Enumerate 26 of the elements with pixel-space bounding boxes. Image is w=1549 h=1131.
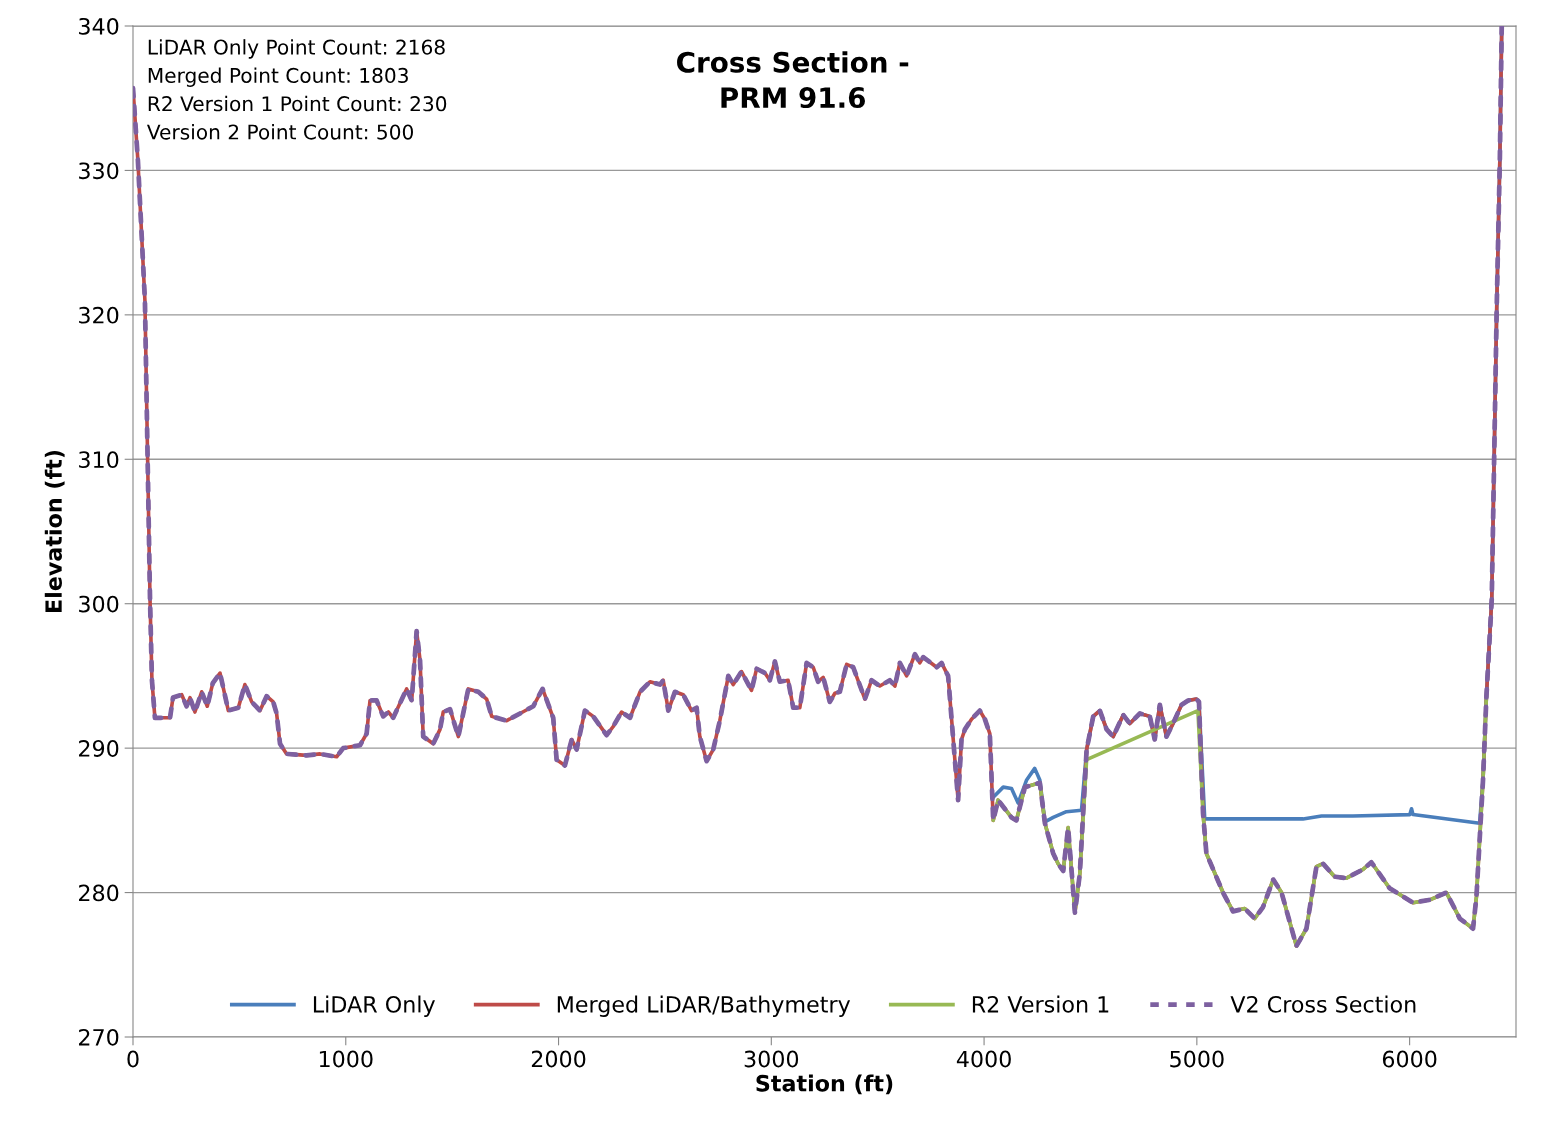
legend-label: LiDAR Only (313, 995, 435, 1017)
x-tick-label: 5000 (1170, 1050, 1224, 1068)
x-tick-label: 6000 (1382, 1050, 1437, 1068)
y-tick-label: 270 (79, 1028, 119, 1046)
y-tick-label: 300 (79, 595, 119, 613)
x-axis-title: Station (ft) (756, 1074, 893, 1095)
y-tick-label: 310 (79, 451, 119, 469)
legend-label: V2 Cross Section (1230, 995, 1416, 1013)
x-tick-label: 2000 (531, 1050, 586, 1068)
annotation: Version 2 Point Count: 500 (146, 124, 413, 140)
x-tick-label: 0 (127, 1050, 139, 1068)
legend-label: R2 Version 1 (972, 995, 1109, 1013)
y-tick-label: 320 (79, 306, 119, 324)
annotation: R2 Version 1 Point Count: 230 (148, 95, 447, 112)
y-axis-title: Elevation (ft) (44, 450, 65, 612)
x-tick-label: 4000 (956, 1050, 1011, 1068)
annotation: Merged Point Count: 1803 (148, 67, 408, 87)
y-tick-label: 340 (79, 17, 119, 35)
legend-label: Merged LiDAR/Bathymetry (557, 995, 851, 1017)
y-tick-label: 290 (79, 740, 119, 757)
annotation: LiDAR Only Point Count: 2168 (148, 39, 445, 59)
x-tick-label: 1000 (319, 1050, 373, 1068)
y-tick-label: 280 (79, 884, 119, 902)
y-tick-label: 330 (79, 162, 119, 180)
x-tick-label: 3000 (744, 1050, 799, 1068)
text: Cross Section - PRM 91.6 (677, 51, 909, 109)
